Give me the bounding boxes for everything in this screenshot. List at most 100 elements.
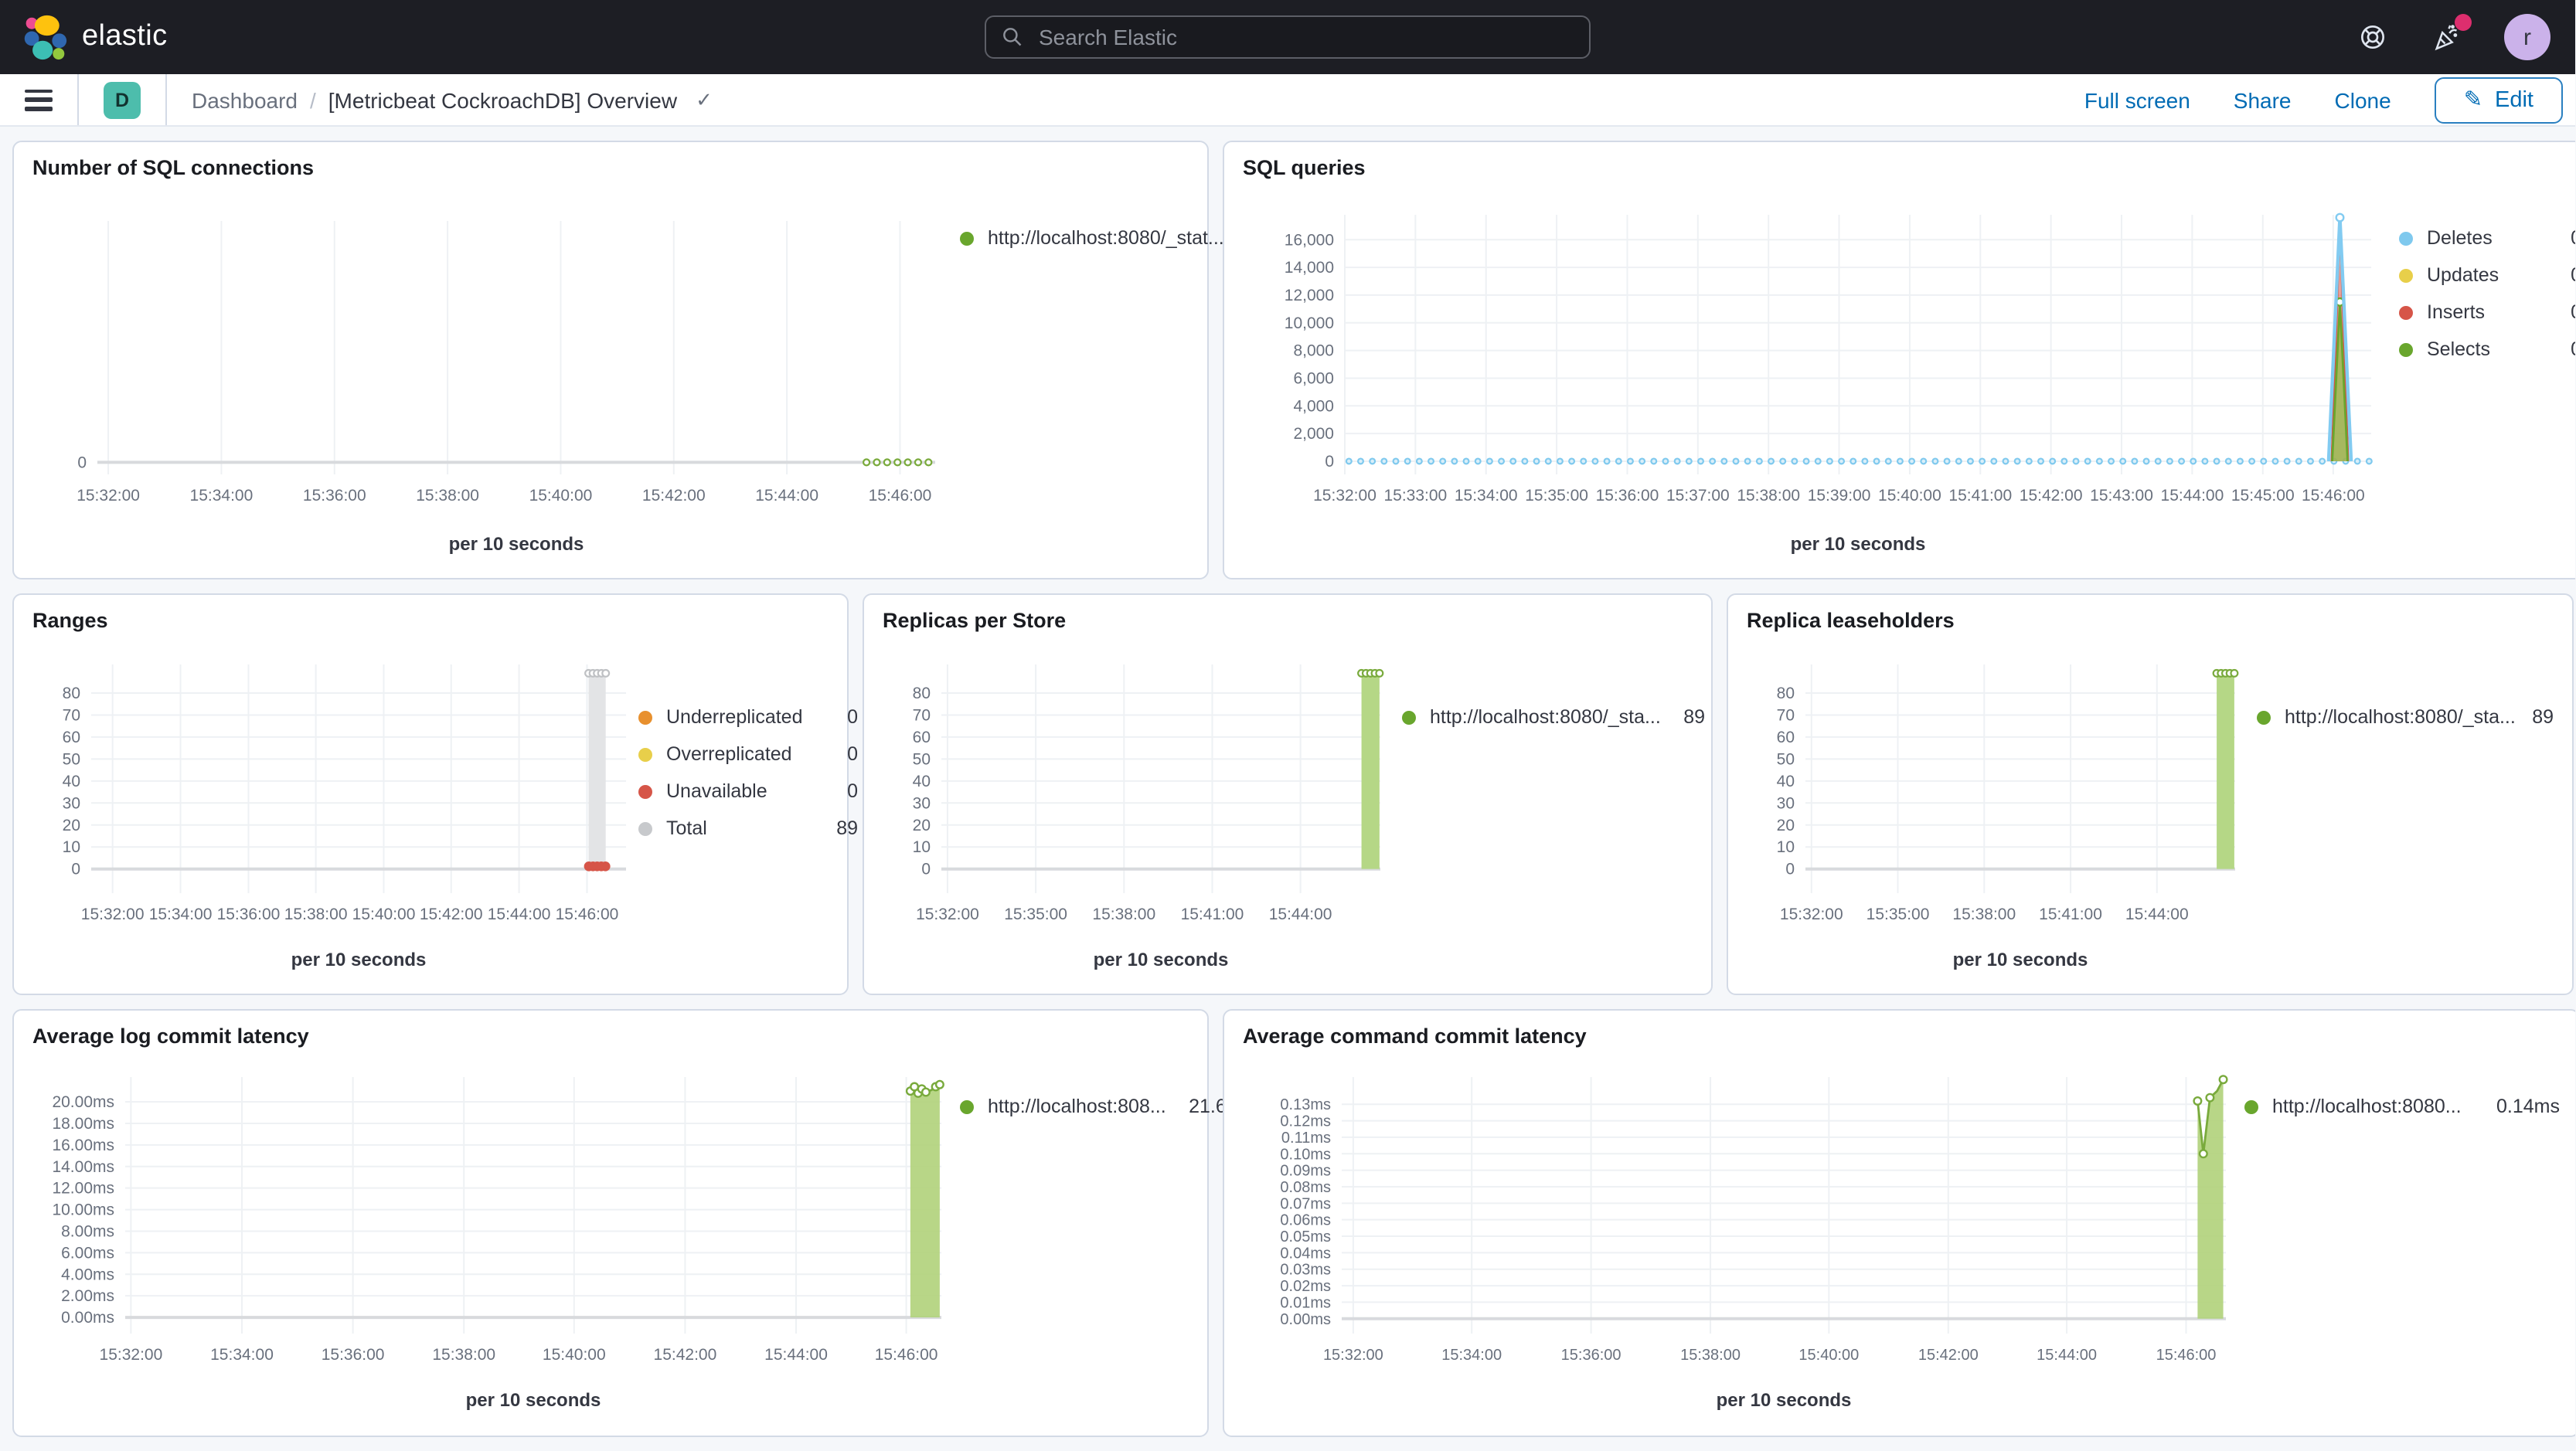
panel-replica-leaseholders: Replica leaseholders 15:32:00 15:35:00 15:…: [1727, 593, 2574, 995]
legend-value: 0: [2555, 301, 2575, 323]
divider: [77, 74, 79, 125]
legend-item[interactable]: Inserts 0: [2399, 301, 2575, 323]
legend-value: 89: [1683, 706, 1705, 728]
panel-average-log-commit-latency: Average log commit latency 15:32:00 15:34…: [12, 1009, 1263, 1437]
edit-button[interactable]: ✎ Edit: [2434, 76, 2563, 123]
search-icon: [1003, 28, 1022, 46]
legend-item[interactable]: Deletes 0: [2399, 227, 2575, 249]
svg-text:0.01ms: 0.01ms: [1280, 1294, 1331, 1311]
elastic-logo[interactable]: elastic: [0, 14, 168, 60]
svg-text:15:41:00: 15:41:00: [2039, 906, 2102, 923]
legend-label: http://localhost:8080/_stat...: [988, 227, 1224, 249]
svg-text:15:39:00: 15:39:00: [1808, 487, 1871, 505]
chart-legend: http://localhost:8080/_sta... 89: [2257, 706, 2554, 984]
chart-legend: http://localhost:8080/_stat...0: [960, 227, 1269, 569]
svg-text:per 10 seconds: per 10 seconds: [1791, 534, 1926, 555]
svg-text:14,000: 14,000: [1285, 259, 1334, 277]
svg-text:15:44:00: 15:44:00: [764, 1346, 828, 1364]
svg-text:0.12ms: 0.12ms: [1280, 1113, 1331, 1130]
space-avatar[interactable]: D: [104, 81, 141, 118]
user-avatar[interactable]: r: [2504, 14, 2550, 60]
brand-name: elastic: [82, 20, 168, 53]
svg-text:4,000: 4,000: [1293, 397, 1334, 415]
chart-legend: Underreplicated 0 Overreplicated 0 Unavailab…: [638, 706, 858, 984]
page-title: [Metricbeat CockroachDB] Overview: [328, 87, 678, 112]
panel-number-of-sql-connections: Number of SQL connections 15:32:00 15:34:…: [12, 141, 1269, 579]
svg-text:30: 30: [913, 794, 931, 812]
svg-text:40: 40: [63, 773, 80, 790]
svg-text:15:35:00: 15:35:00: [1525, 487, 1588, 505]
svg-text:15:36:00: 15:36:00: [217, 906, 281, 923]
newsfeed-icon[interactable]: [2430, 14, 2472, 54]
clone-button[interactable]: Clone: [2334, 87, 2391, 112]
svg-text:15:36:00: 15:36:00: [322, 1346, 385, 1364]
svg-text:15:44:00: 15:44:00: [2161, 487, 2224, 505]
svg-text:8.00ms: 8.00ms: [61, 1222, 114, 1240]
share-button[interactable]: Share: [2233, 87, 2292, 112]
series-color-dot: [1402, 710, 1416, 724]
notification-dot: [2455, 14, 2472, 31]
help-icon[interactable]: [2356, 20, 2390, 54]
svg-text:0: 0: [921, 861, 931, 878]
svg-text:15:35:00: 15:35:00: [1866, 906, 1930, 923]
series-color-dot: [2399, 231, 2413, 245]
svg-text:20: 20: [1777, 817, 1795, 834]
legend-item[interactable]: http://localhost:8080/_sta... 89: [2257, 706, 2554, 728]
svg-text:70: 70: [63, 706, 80, 724]
legend-item[interactable]: http://localhost:8080... 0.14ms: [2244, 1096, 2560, 1117]
legend-item[interactable]: http://localhost:808...21.60ms: [960, 1096, 1263, 1117]
legend-item[interactable]: Selects 0: [2399, 338, 2575, 360]
dashboard-toolbar: D Dashboard / [Metricbeat CockroachDB] O…: [0, 74, 2575, 127]
svg-text:30: 30: [1777, 794, 1795, 812]
global-search[interactable]: [985, 15, 1591, 59]
legend-label: Underreplicated: [666, 706, 803, 728]
legend-item[interactable]: http://localhost:8080/_sta... 89: [1402, 706, 1705, 728]
chart-plot: 15:32:00 15:34:00 15:36:00 15:38:00 15:40:00…: [32, 196, 960, 569]
legend-label: http://localhost:808...: [988, 1096, 1166, 1117]
svg-text:15:41:00: 15:41:00: [1181, 906, 1244, 923]
svg-text:30: 30: [63, 794, 80, 812]
legend-item[interactable]: Updates 0: [2399, 264, 2575, 286]
full-screen-button[interactable]: Full screen: [2084, 87, 2190, 112]
svg-text:10.00ms: 10.00ms: [52, 1201, 114, 1219]
series-color-dot: [960, 1099, 974, 1113]
svg-text:15:35:00: 15:35:00: [1004, 906, 1067, 923]
legend-label: http://localhost:8080/_sta...: [1430, 706, 1661, 728]
legend-item[interactable]: Underreplicated 0: [638, 706, 858, 728]
legend-item[interactable]: http://localhost:8080/_stat...0: [960, 227, 1269, 249]
breadcrumb-separator: /: [310, 87, 316, 112]
svg-text:15:38:00: 15:38:00: [1092, 906, 1155, 923]
breadcrumb-dashboard[interactable]: Dashboard: [192, 87, 298, 112]
svg-text:50: 50: [1777, 750, 1795, 768]
legend-value: 0.14ms: [2496, 1096, 2560, 1117]
saved-check-icon: ✓: [696, 87, 713, 110]
svg-text:8,000: 8,000: [1293, 342, 1334, 360]
series-color-dot: [638, 747, 652, 761]
svg-text:15:34:00: 15:34:00: [190, 487, 254, 505]
svg-text:per 10 seconds: per 10 seconds: [1953, 950, 2088, 970]
svg-text:16,000: 16,000: [1285, 231, 1334, 249]
legend-label: Deletes: [2427, 227, 2493, 249]
svg-text:60: 60: [63, 729, 80, 746]
svg-text:60: 60: [1777, 729, 1795, 746]
svg-text:15:38:00: 15:38:00: [284, 906, 348, 923]
search-input[interactable]: [1036, 23, 1574, 51]
svg-text:0.02ms: 0.02ms: [1280, 1278, 1331, 1295]
breadcrumb: Dashboard / [Metricbeat CockroachDB] Ove…: [192, 87, 713, 112]
svg-text:0.07ms: 0.07ms: [1280, 1195, 1331, 1212]
svg-text:10,000: 10,000: [1285, 314, 1334, 332]
panel-average-command-commit-latency: Average command commit latency 15:32:00 1…: [1223, 1009, 2575, 1437]
series-color-dot: [638, 784, 652, 798]
series-color-dot: [2244, 1099, 2258, 1113]
svg-text:0.09ms: 0.09ms: [1280, 1163, 1331, 1180]
svg-text:15:46:00: 15:46:00: [869, 487, 932, 505]
legend-item[interactable]: Total 89: [638, 817, 858, 839]
menu-icon[interactable]: [25, 89, 53, 110]
series-color-dot: [638, 821, 652, 835]
legend-item[interactable]: Overreplicated 0: [638, 743, 858, 765]
legend-item[interactable]: Unavailable 0: [638, 780, 858, 802]
legend-value: 0: [847, 706, 858, 728]
svg-text:10: 10: [1777, 838, 1795, 856]
svg-text:15:42:00: 15:42:00: [654, 1346, 717, 1364]
